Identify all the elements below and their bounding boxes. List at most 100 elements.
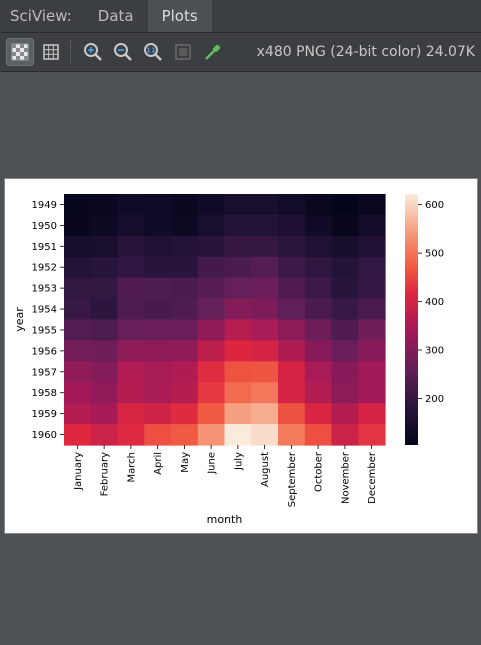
heatmap-cell — [197, 403, 226, 425]
y-tick-label: 1950 — [32, 221, 57, 232]
heatmap-cell — [304, 382, 333, 404]
heatmap-cell — [117, 194, 145, 216]
zoom-out-icon[interactable] — [110, 39, 136, 65]
heatmap-cell — [197, 424, 226, 446]
heatmap-cell — [197, 214, 226, 237]
heatmap-cell — [224, 424, 252, 446]
heatmap-cell — [64, 235, 92, 258]
heatmap-cell — [117, 319, 145, 342]
heatmap-cell — [278, 214, 306, 237]
heatmap-cell — [251, 361, 279, 383]
heatmap-cell — [64, 319, 92, 342]
heatmap-cell — [304, 235, 333, 258]
heatmap-cell — [64, 361, 92, 383]
heatmap-cell — [117, 277, 145, 300]
heatmap-cell — [358, 361, 386, 383]
heatmap-cell — [171, 235, 199, 258]
heatmap-cell — [144, 361, 172, 383]
heatmap-cell — [224, 277, 252, 300]
y-tick-label: 1955 — [32, 325, 57, 336]
plot-figure: 1949 1950 1951 1952 1953 1954 1955 1956 1957 1958… — [4, 178, 478, 534]
heatmap-cell — [197, 340, 226, 362]
y-tick-label: 1956 — [32, 346, 57, 357]
grid-icon[interactable] — [38, 39, 64, 65]
heatmap-cell — [358, 382, 386, 404]
heatmap-cell — [278, 319, 306, 342]
heatmap-cell — [197, 319, 226, 342]
heatmap-cell — [197, 277, 226, 300]
heatmap-cell — [117, 256, 145, 279]
fit-icon — [170, 39, 196, 65]
x-tick-label: March — [126, 452, 137, 482]
heatmap-cell — [64, 214, 92, 237]
heatmap-cell — [331, 214, 359, 237]
x-tick-label: June — [207, 452, 218, 475]
sciview-tabbar: SciView: Data Plots — [0, 0, 481, 33]
x-tick-label: October — [314, 451, 325, 492]
heatmap-cell — [117, 403, 145, 425]
heatmap-cell — [144, 235, 172, 258]
heatmap-cell — [304, 319, 333, 342]
heatmap-cell — [64, 256, 92, 279]
heatmap-cell — [331, 319, 359, 342]
heatmap-cell — [278, 403, 306, 425]
actual-size-icon[interactable]: 11 — [140, 39, 166, 65]
color-picker-icon[interactable] — [200, 39, 226, 65]
heatmap-cell — [224, 235, 252, 258]
heatmap-cell — [304, 256, 333, 279]
zoom-in-icon[interactable] — [80, 39, 106, 65]
heatmap-cell — [331, 403, 359, 425]
heatmap-cell — [144, 340, 172, 362]
heatmap-cell — [90, 424, 119, 446]
y-tick-label: 1958 — [32, 388, 57, 399]
tab-data[interactable]: Data — [97, 7, 134, 25]
heatmap-cell — [64, 277, 92, 300]
heatmap-cell — [64, 424, 92, 446]
heatmap-cell — [144, 403, 172, 425]
heatmap-cell — [251, 194, 279, 216]
heatmap-cell — [251, 256, 279, 279]
heatmap-cell — [171, 214, 199, 237]
heatmap-cell — [331, 361, 359, 383]
image-info: x480 PNG (24-bit color) 24.07K — [256, 44, 475, 60]
heatmap-cell — [278, 340, 306, 362]
colorbar-tick-label: 400 — [425, 297, 444, 308]
heatmap-cell — [90, 194, 119, 216]
heatmap-cell — [358, 235, 386, 258]
heatmap-cell — [278, 382, 306, 404]
heatmap-cell — [64, 403, 92, 425]
heatmap-cell — [251, 382, 279, 404]
heatmap-cell — [251, 298, 279, 321]
heatmap-cell — [224, 403, 252, 425]
heatmap-cell — [304, 277, 333, 300]
checkerboard-icon[interactable] — [6, 38, 34, 66]
heatmap-cell — [64, 340, 92, 362]
heatmap-cell — [358, 256, 386, 279]
y-tick-label: 1959 — [32, 409, 57, 420]
heatmap-cell — [144, 256, 172, 279]
heatmap-cell — [331, 256, 359, 279]
heatmap-cell — [358, 298, 386, 321]
heatmap-cell — [197, 256, 226, 279]
heatmap-cell — [90, 340, 119, 362]
heatmap-cell — [90, 298, 119, 321]
tab-plots[interactable]: Plots — [147, 0, 212, 32]
heatmap-cell — [304, 194, 333, 216]
heatmap-cell — [90, 361, 119, 383]
heatmap-cell — [90, 277, 119, 300]
heatmap-chart: 1949 1950 1951 1952 1953 1954 1955 1956 1957 1958… — [13, 194, 444, 526]
heatmap-cell — [331, 298, 359, 321]
heatmap-cell — [331, 382, 359, 404]
heatmap-cell — [304, 298, 333, 321]
heatmap-cell — [117, 361, 145, 383]
x-tick-label: September — [287, 451, 298, 507]
heatmap-cell — [278, 424, 306, 446]
heatmap-cell — [251, 424, 279, 446]
heatmap-cell — [251, 214, 279, 237]
heatmap-cell — [171, 403, 199, 425]
sciview-label: SciView: — [10, 7, 72, 25]
heatmap-cell — [251, 403, 279, 425]
svg-text:11: 11 — [146, 47, 156, 55]
heatmap-cell — [224, 214, 252, 237]
heatmap-cell — [171, 361, 199, 383]
